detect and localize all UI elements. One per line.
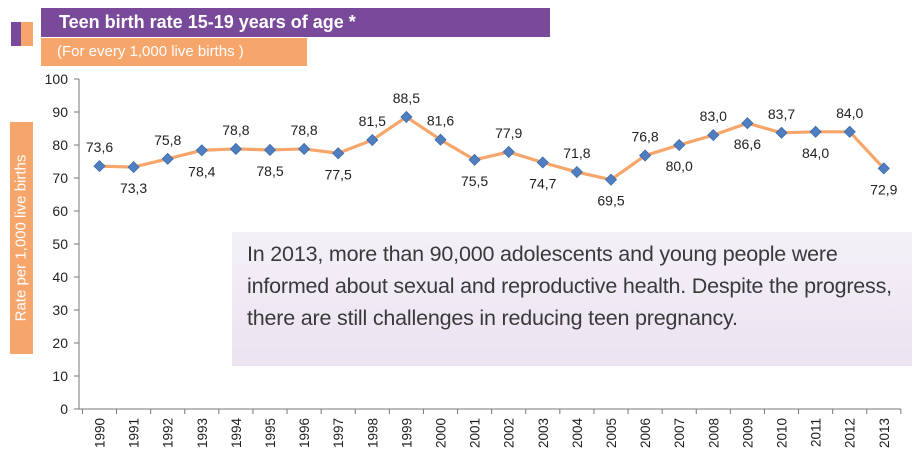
x-tick-label: 2003 (536, 418, 551, 448)
data-point-marker (673, 138, 686, 152)
y-tick-label: 10 (52, 368, 68, 384)
data-point-marker (536, 156, 549, 169)
x-tick-label: 1999 (399, 418, 414, 448)
y-axis-label-box (10, 122, 33, 354)
data-point-marker (741, 117, 754, 130)
y-tick-label: 0 (60, 401, 68, 417)
data-point-marker (366, 133, 379, 147)
data-point-marker (400, 110, 413, 124)
series-line (99, 115, 885, 182)
x-tick-label: 1990 (93, 418, 108, 448)
data-point-marker (298, 142, 311, 156)
x-tick-label: 1991 (127, 418, 142, 448)
x-tick-label: 2004 (570, 418, 585, 449)
data-point-marker (843, 125, 856, 138)
data-label: 71,8 (563, 145, 590, 161)
data-label: 83,7 (768, 106, 795, 122)
x-tick-label: 1996 (297, 418, 312, 448)
data-label: 88,5 (393, 90, 420, 106)
data-point-marker (195, 144, 208, 157)
x-tick-label: 2000 (434, 418, 449, 448)
y-tick-label: 100 (45, 71, 69, 87)
x-tick-label: 2009 (740, 418, 755, 448)
x-tick-label: 2008 (706, 418, 721, 448)
data-point-marker (93, 160, 106, 173)
x-tick-label: 1994 (229, 418, 244, 449)
data-point-marker (434, 133, 447, 146)
x-tick-label: 1997 (331, 418, 346, 448)
x-tick-label: 2001 (468, 418, 483, 448)
accent-bar-purple (11, 22, 21, 46)
data-label: 78,5 (256, 163, 283, 179)
data-label: 75,8 (154, 132, 181, 148)
x-tick-label: 2012 (843, 418, 858, 448)
data-point-marker (468, 153, 481, 166)
data-point-marker (263, 143, 277, 157)
y-tick-label: 80 (52, 137, 68, 153)
x-tick-label: 2006 (638, 418, 653, 448)
data-label: 78,8 (222, 122, 249, 138)
y-tick-label: 50 (52, 236, 68, 252)
x-tick-label: 2005 (604, 418, 619, 448)
y-tick-label: 70 (52, 170, 68, 186)
data-label: 78,4 (188, 163, 215, 179)
data-point-marker (229, 142, 242, 156)
y-tick-label: 40 (52, 269, 68, 285)
accent-bar-orange (21, 22, 33, 46)
data-point-marker (127, 161, 140, 174)
data-point-marker (161, 152, 174, 165)
data-label: 76,8 (631, 129, 658, 145)
data-point-marker (707, 129, 720, 142)
data-point-marker (604, 173, 618, 186)
data-point-marker (639, 149, 652, 162)
x-tick-label: 2013 (877, 418, 892, 448)
data-label: 78,8 (290, 122, 317, 138)
data-point-marker (775, 126, 788, 139)
x-tick-label: 1995 (263, 418, 278, 448)
y-tick-label: 60 (52, 203, 68, 219)
x-tick-label: 2002 (502, 418, 517, 448)
x-tick-label: 1992 (161, 418, 176, 448)
x-tick-label: 1993 (195, 418, 210, 448)
data-label: 84,0 (836, 105, 863, 121)
chart-title: Teen birth rate 15-19 years of age * (41, 8, 550, 37)
data-label: 77,5 (325, 166, 352, 182)
x-tick-label: 2007 (672, 418, 687, 448)
y-tick-label: 30 (52, 302, 68, 318)
data-point-marker (332, 147, 345, 160)
data-point-marker (877, 162, 890, 175)
x-tick-label: 1998 (365, 418, 380, 448)
data-point-marker (570, 165, 583, 179)
data-label: 73,6 (86, 139, 113, 155)
data-point-marker (809, 125, 822, 138)
note-text: In 2013, more than 90,000 adolescents an… (247, 242, 892, 330)
x-tick-label: 2010 (775, 418, 790, 448)
y-tick-label: 20 (52, 335, 68, 351)
data-point-marker (502, 145, 515, 158)
data-label: 81,6 (427, 113, 454, 129)
data-label: 73,3 (120, 180, 147, 196)
note-box (232, 232, 912, 366)
data-label: 69,5 (597, 193, 624, 209)
data-label: 72,9 (870, 181, 897, 197)
data-label: 77,9 (495, 125, 522, 141)
data-label: 75,5 (461, 173, 488, 189)
data-label: 83,0 (700, 108, 727, 124)
chart-subtitle: (For every 1,000 live births ) (41, 38, 307, 66)
y-tick-label: 90 (52, 104, 68, 120)
data-label: 80,0 (666, 158, 693, 174)
x-tick-label: 2011 (809, 418, 824, 447)
data-label: 84,0 (802, 145, 829, 161)
data-label: 81,5 (359, 113, 386, 129)
data-label: 86,6 (734, 136, 761, 152)
data-label: 74,7 (529, 175, 556, 191)
